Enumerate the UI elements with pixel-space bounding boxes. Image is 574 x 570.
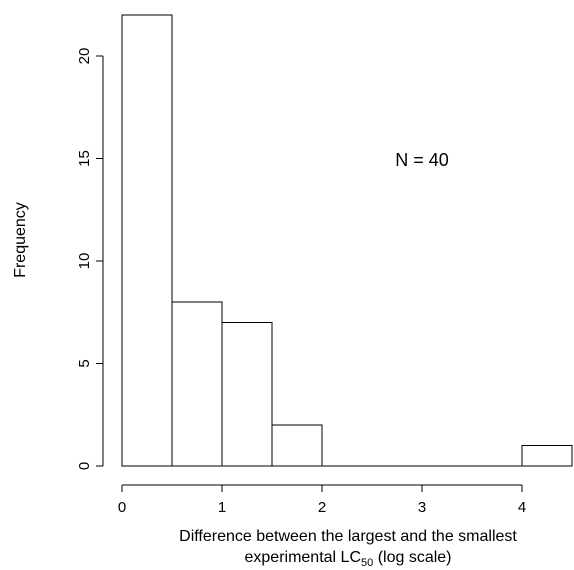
x-tick-label-3: 3 [418,499,426,516]
bars-group [121,14,573,467]
y-axis: 0 5 10 15 20 [76,48,104,470]
y-tick-label-3: 15 [76,150,93,167]
y-axis-title: Frequency [12,202,29,278]
histogram-bar-2 [221,322,273,467]
x-axis-title-line1: Difference between the largest and the s… [179,528,517,545]
histogram-bar-1 [171,301,223,467]
y-tick-label-1: 5 [76,359,93,367]
y-tick-label-4: 20 [76,48,93,65]
histogram-bar-0 [121,14,173,467]
x-axis-title-line2: experimental LC50 (log scale) [245,549,452,569]
y-tick-label-0: 0 [76,462,93,470]
x-axis-title-line2-suffix: (log scale) [373,549,451,566]
histogram-bar-8 [521,445,573,467]
y-tick-label-2: 10 [76,253,93,270]
sample-size-annotation: N = 40 [395,150,449,170]
x-tick-label-4: 4 [518,499,526,516]
x-tick-label-0: 0 [118,499,126,516]
histogram-bar-3 [271,424,323,467]
x-axis: 0 1 2 3 4 [118,484,526,516]
x-axis-title-line2-main: experimental LC [245,549,362,566]
x-tick-label-2: 2 [318,499,326,516]
x-axis-title-subscript: 50 [361,557,373,569]
x-tick-label-1: 1 [218,499,226,516]
